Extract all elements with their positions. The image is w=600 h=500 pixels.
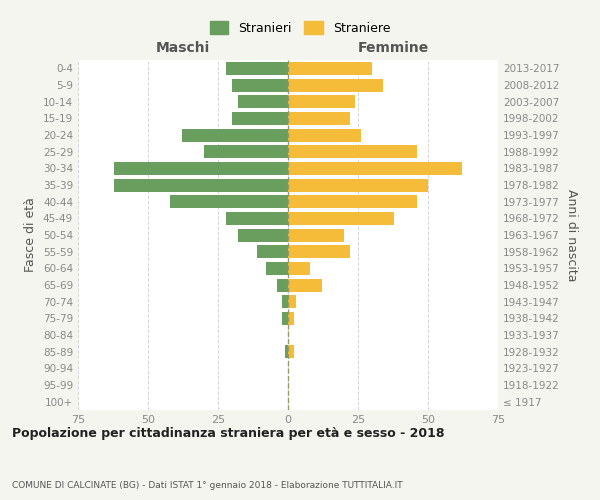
Bar [288, 245, 350, 258]
Bar [288, 78, 383, 92]
Bar [226, 62, 288, 75]
Bar [288, 295, 296, 308]
Text: Femmine: Femmine [358, 41, 428, 55]
Bar [238, 95, 288, 108]
Bar [288, 178, 428, 192]
Bar [226, 212, 288, 225]
Bar [285, 345, 288, 358]
Bar [182, 128, 288, 141]
Bar [288, 128, 361, 141]
Bar [115, 178, 288, 192]
Bar [288, 145, 417, 158]
Bar [288, 262, 310, 275]
Y-axis label: Fasce di età: Fasce di età [25, 198, 37, 272]
Text: Popolazione per cittadinanza straniera per età e sesso - 2018: Popolazione per cittadinanza straniera p… [12, 427, 445, 440]
Bar [115, 162, 288, 175]
Bar [288, 212, 394, 225]
Bar [288, 112, 350, 125]
Bar [232, 112, 288, 125]
Bar [288, 195, 417, 208]
Bar [266, 262, 288, 275]
Bar [288, 312, 293, 325]
Bar [288, 95, 355, 108]
Bar [283, 295, 288, 308]
Text: COMUNE DI CALCINATE (BG) - Dati ISTAT 1° gennaio 2018 - Elaborazione TUTTITALIA.: COMUNE DI CALCINATE (BG) - Dati ISTAT 1°… [12, 481, 403, 490]
Bar [232, 78, 288, 92]
Bar [257, 245, 288, 258]
Bar [288, 228, 344, 241]
Bar [238, 228, 288, 241]
Bar [283, 312, 288, 325]
Bar [288, 62, 372, 75]
Bar [170, 195, 288, 208]
Bar [288, 278, 322, 291]
Legend: Stranieri, Straniere: Stranieri, Straniere [205, 16, 395, 40]
Y-axis label: Anni di nascita: Anni di nascita [565, 188, 578, 281]
Bar [204, 145, 288, 158]
Bar [288, 162, 461, 175]
Bar [288, 345, 293, 358]
Bar [277, 278, 288, 291]
Text: Maschi: Maschi [156, 41, 210, 55]
